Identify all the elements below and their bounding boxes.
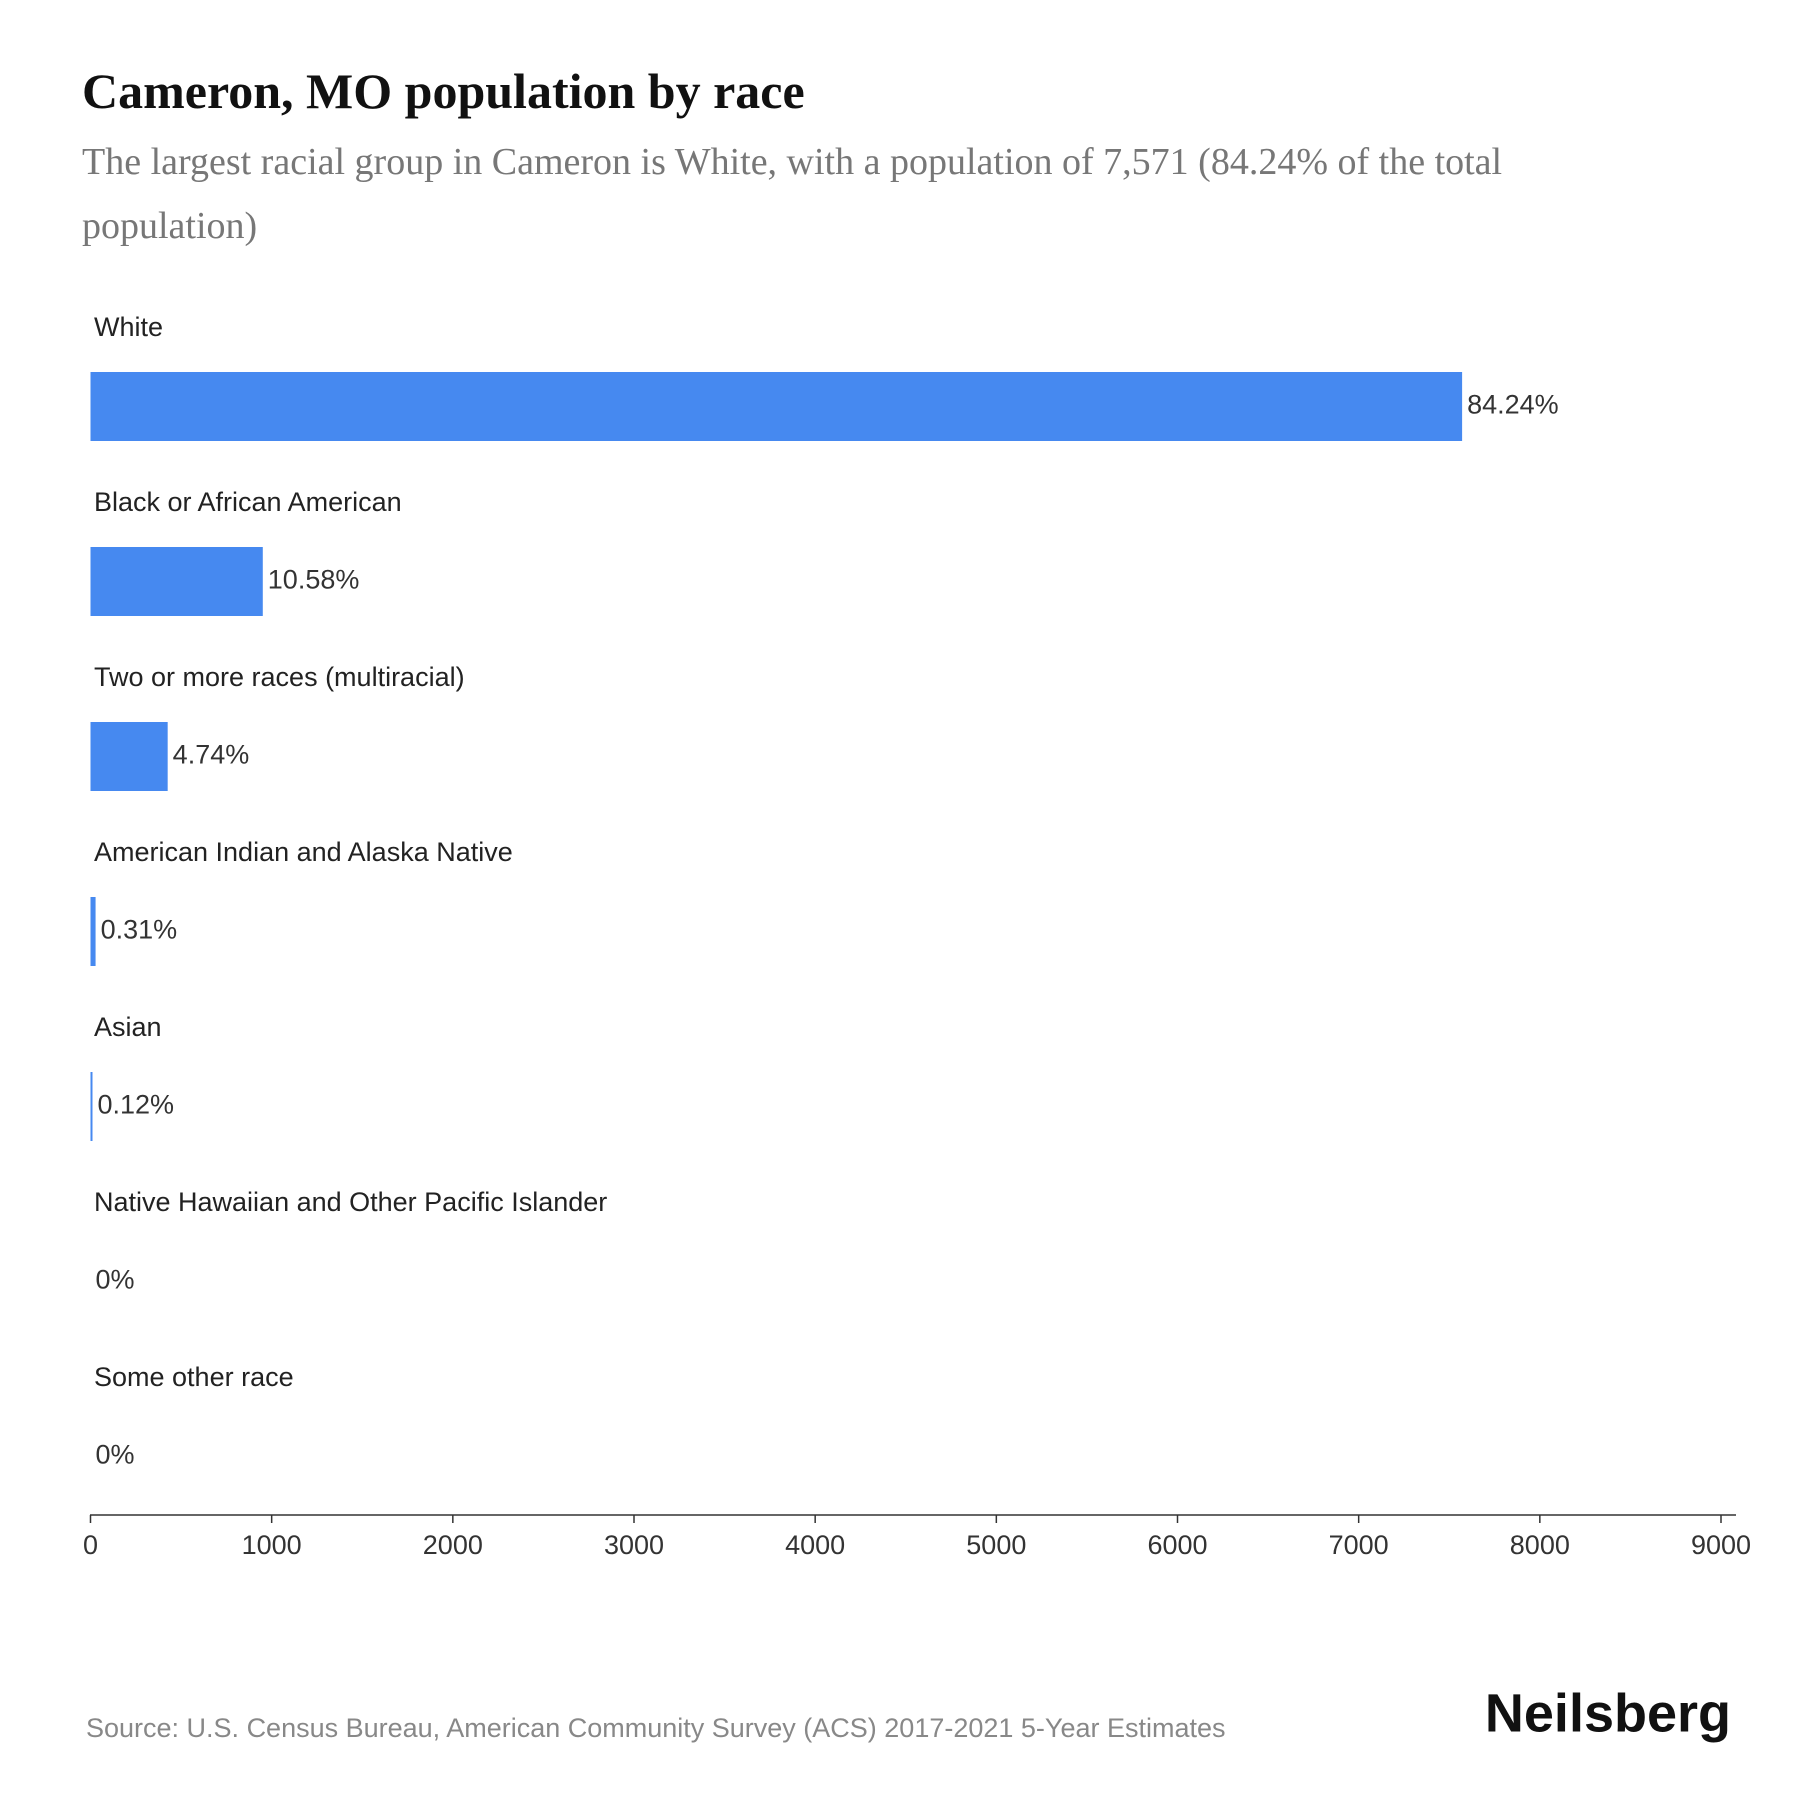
- value-label: 0%: [96, 1440, 135, 1470]
- category-label: Some other race: [94, 1362, 294, 1392]
- value-label: 4.74%: [173, 740, 250, 770]
- value-label: 0%: [96, 1265, 135, 1295]
- x-tick-label: 9000: [1691, 1530, 1751, 1560]
- x-tick-label: 2000: [423, 1530, 483, 1560]
- category-label: White: [94, 312, 163, 342]
- x-tick-label: 4000: [785, 1530, 845, 1560]
- x-tick-label: 7000: [1329, 1530, 1389, 1560]
- bar: [90, 547, 263, 616]
- value-label: 0.31%: [101, 915, 178, 945]
- source: Source: U.S. Census Bureau, American Com…: [86, 1713, 1226, 1743]
- chart-subtitle: The largest racial group in Cameron is W…: [82, 141, 1503, 247]
- x-tick-label: 8000: [1510, 1530, 1570, 1560]
- x-tick-label: 5000: [966, 1530, 1026, 1560]
- x-tick-label: 6000: [1147, 1530, 1207, 1560]
- bar: [90, 1072, 93, 1141]
- chart-title: Cameron, MO population by race: [82, 63, 805, 119]
- x-tick-label: 3000: [604, 1530, 664, 1560]
- bar: [90, 722, 168, 791]
- category-label: Black or African American: [94, 487, 402, 517]
- bar: [90, 897, 96, 966]
- category-label: Two or more races (multiracial): [94, 662, 465, 692]
- category-label: Native Hawaiian and Other Pacific Island…: [94, 1187, 607, 1217]
- category-label: Asian: [94, 1012, 162, 1042]
- x-tick-label: 0: [83, 1530, 98, 1560]
- brand: Neilsberg: [1485, 1683, 1731, 1743]
- category-label: American Indian and Alaska Native: [94, 837, 513, 867]
- value-label: 10.58%: [268, 565, 360, 595]
- bar: [90, 372, 1463, 441]
- value-label: 0.12%: [97, 1090, 174, 1120]
- value-label: 84.24%: [1467, 390, 1559, 420]
- x-tick-label: 1000: [242, 1530, 302, 1560]
